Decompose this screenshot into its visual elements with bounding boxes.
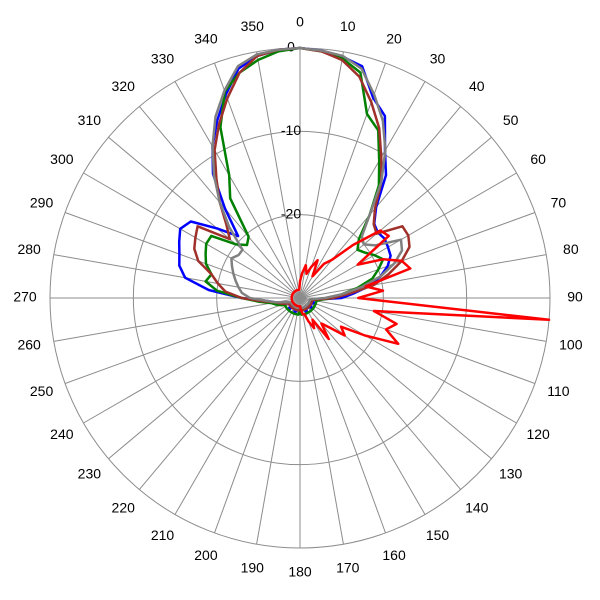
- spoke: [299, 212, 536, 299]
- angle-label: 150: [426, 527, 450, 543]
- spoke: [108, 136, 301, 299]
- angle-label: 240: [50, 426, 74, 442]
- angle-label: 170: [336, 560, 360, 576]
- spoke: [64, 212, 301, 299]
- angle-label: 180: [288, 564, 312, 580]
- series-line: [290, 229, 551, 346]
- spoke: [299, 297, 517, 424]
- angle-label: 350: [241, 18, 265, 34]
- angle-label: 60: [530, 151, 546, 167]
- angle-label: 200: [194, 547, 218, 563]
- angle-label: 290: [30, 195, 54, 211]
- angle-label: 40: [469, 78, 485, 94]
- angle-label: 220: [112, 499, 136, 515]
- angle-label: 10: [340, 18, 356, 34]
- angle-label: 30: [430, 51, 446, 67]
- angle-label: 250: [30, 383, 54, 399]
- spoke: [299, 51, 344, 299]
- angle-label: 340: [194, 30, 218, 46]
- angle-label: 330: [151, 51, 175, 67]
- spoke: [64, 297, 301, 384]
- spoke: [108, 297, 301, 460]
- angle-label: 80: [563, 241, 579, 257]
- angle-label: 140: [465, 499, 489, 515]
- angle-label: 100: [559, 336, 583, 352]
- angle-label: 210: [151, 527, 175, 543]
- angle-label: 120: [526, 426, 550, 442]
- angle-label: 50: [503, 112, 519, 128]
- spoke: [174, 81, 301, 299]
- angle-label: 190: [241, 560, 265, 576]
- spoke: [299, 297, 462, 490]
- spoke: [299, 297, 547, 342]
- spoke: [299, 297, 492, 460]
- angle-label: 90: [567, 289, 583, 305]
- spoke: [256, 51, 301, 299]
- spoke: [83, 172, 301, 299]
- spoke: [83, 297, 301, 424]
- angle-label: 160: [382, 547, 406, 563]
- angle-label: 310: [78, 112, 102, 128]
- angle-label: 260: [17, 336, 41, 352]
- angle-label: 300: [50, 151, 74, 167]
- angle-label: 70: [551, 195, 567, 211]
- spoke: [299, 297, 386, 534]
- spoke: [299, 297, 344, 545]
- spoke: [299, 106, 462, 299]
- r-tick-label: -10: [281, 122, 301, 138]
- spoke: [299, 297, 536, 384]
- spoke: [256, 297, 301, 545]
- angle-label: 130: [499, 465, 523, 481]
- angle-label: 110: [547, 383, 570, 399]
- spoke: [174, 297, 301, 515]
- spoke: [299, 136, 492, 299]
- angle-label: 0: [296, 14, 304, 30]
- spoke: [214, 62, 301, 299]
- spoke: [299, 254, 547, 299]
- spoke: [53, 297, 301, 342]
- angle-label: 20: [386, 30, 402, 46]
- spoke: [214, 297, 301, 534]
- angle-label: 280: [17, 241, 41, 257]
- angle-label: 270: [13, 289, 37, 305]
- spoke: [299, 297, 426, 515]
- r-tick-label: -20: [281, 205, 301, 221]
- spoke: [299, 81, 426, 299]
- r-tick-label: 0: [287, 39, 295, 55]
- angle-label: 320: [112, 78, 136, 94]
- angle-label: 230: [78, 465, 102, 481]
- spoke: [138, 297, 301, 490]
- spoke: [53, 254, 301, 299]
